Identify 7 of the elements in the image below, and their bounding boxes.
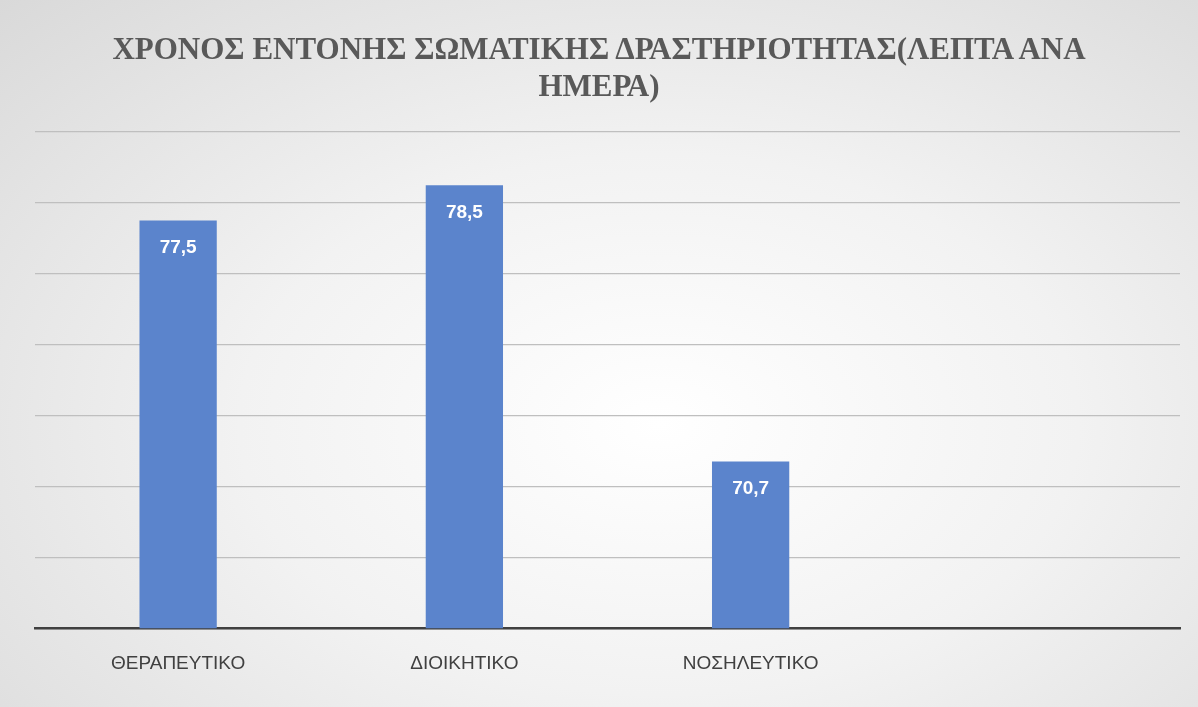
- data-label: 78,5: [445, 200, 484, 222]
- x-tick-label: ΝΟΣΗΛΕΥΤΙΚΟ: [682, 651, 819, 673]
- chart-title: ΧΡΟΝΟΣ ΕΝΤΟΝΗΣ ΣΩΜΑΤΙΚΗΣ ΔΡΑΣΤΗΡΙΟΤΗΤΑΣ(ΛΕΠΤΑ ΑΝΑ ΗΜΕΡΑ): [111, 30, 1087, 104]
- x-tick-label: ΔΙΟΙΚΗΤΙΚΟ: [410, 651, 519, 673]
- data-label: 77,5: [159, 236, 198, 258]
- data-label: 70,7: [732, 477, 770, 499]
- x-tick-label: ΘΕΡΑΠΕΥΤΙΚΟ: [111, 651, 246, 673]
